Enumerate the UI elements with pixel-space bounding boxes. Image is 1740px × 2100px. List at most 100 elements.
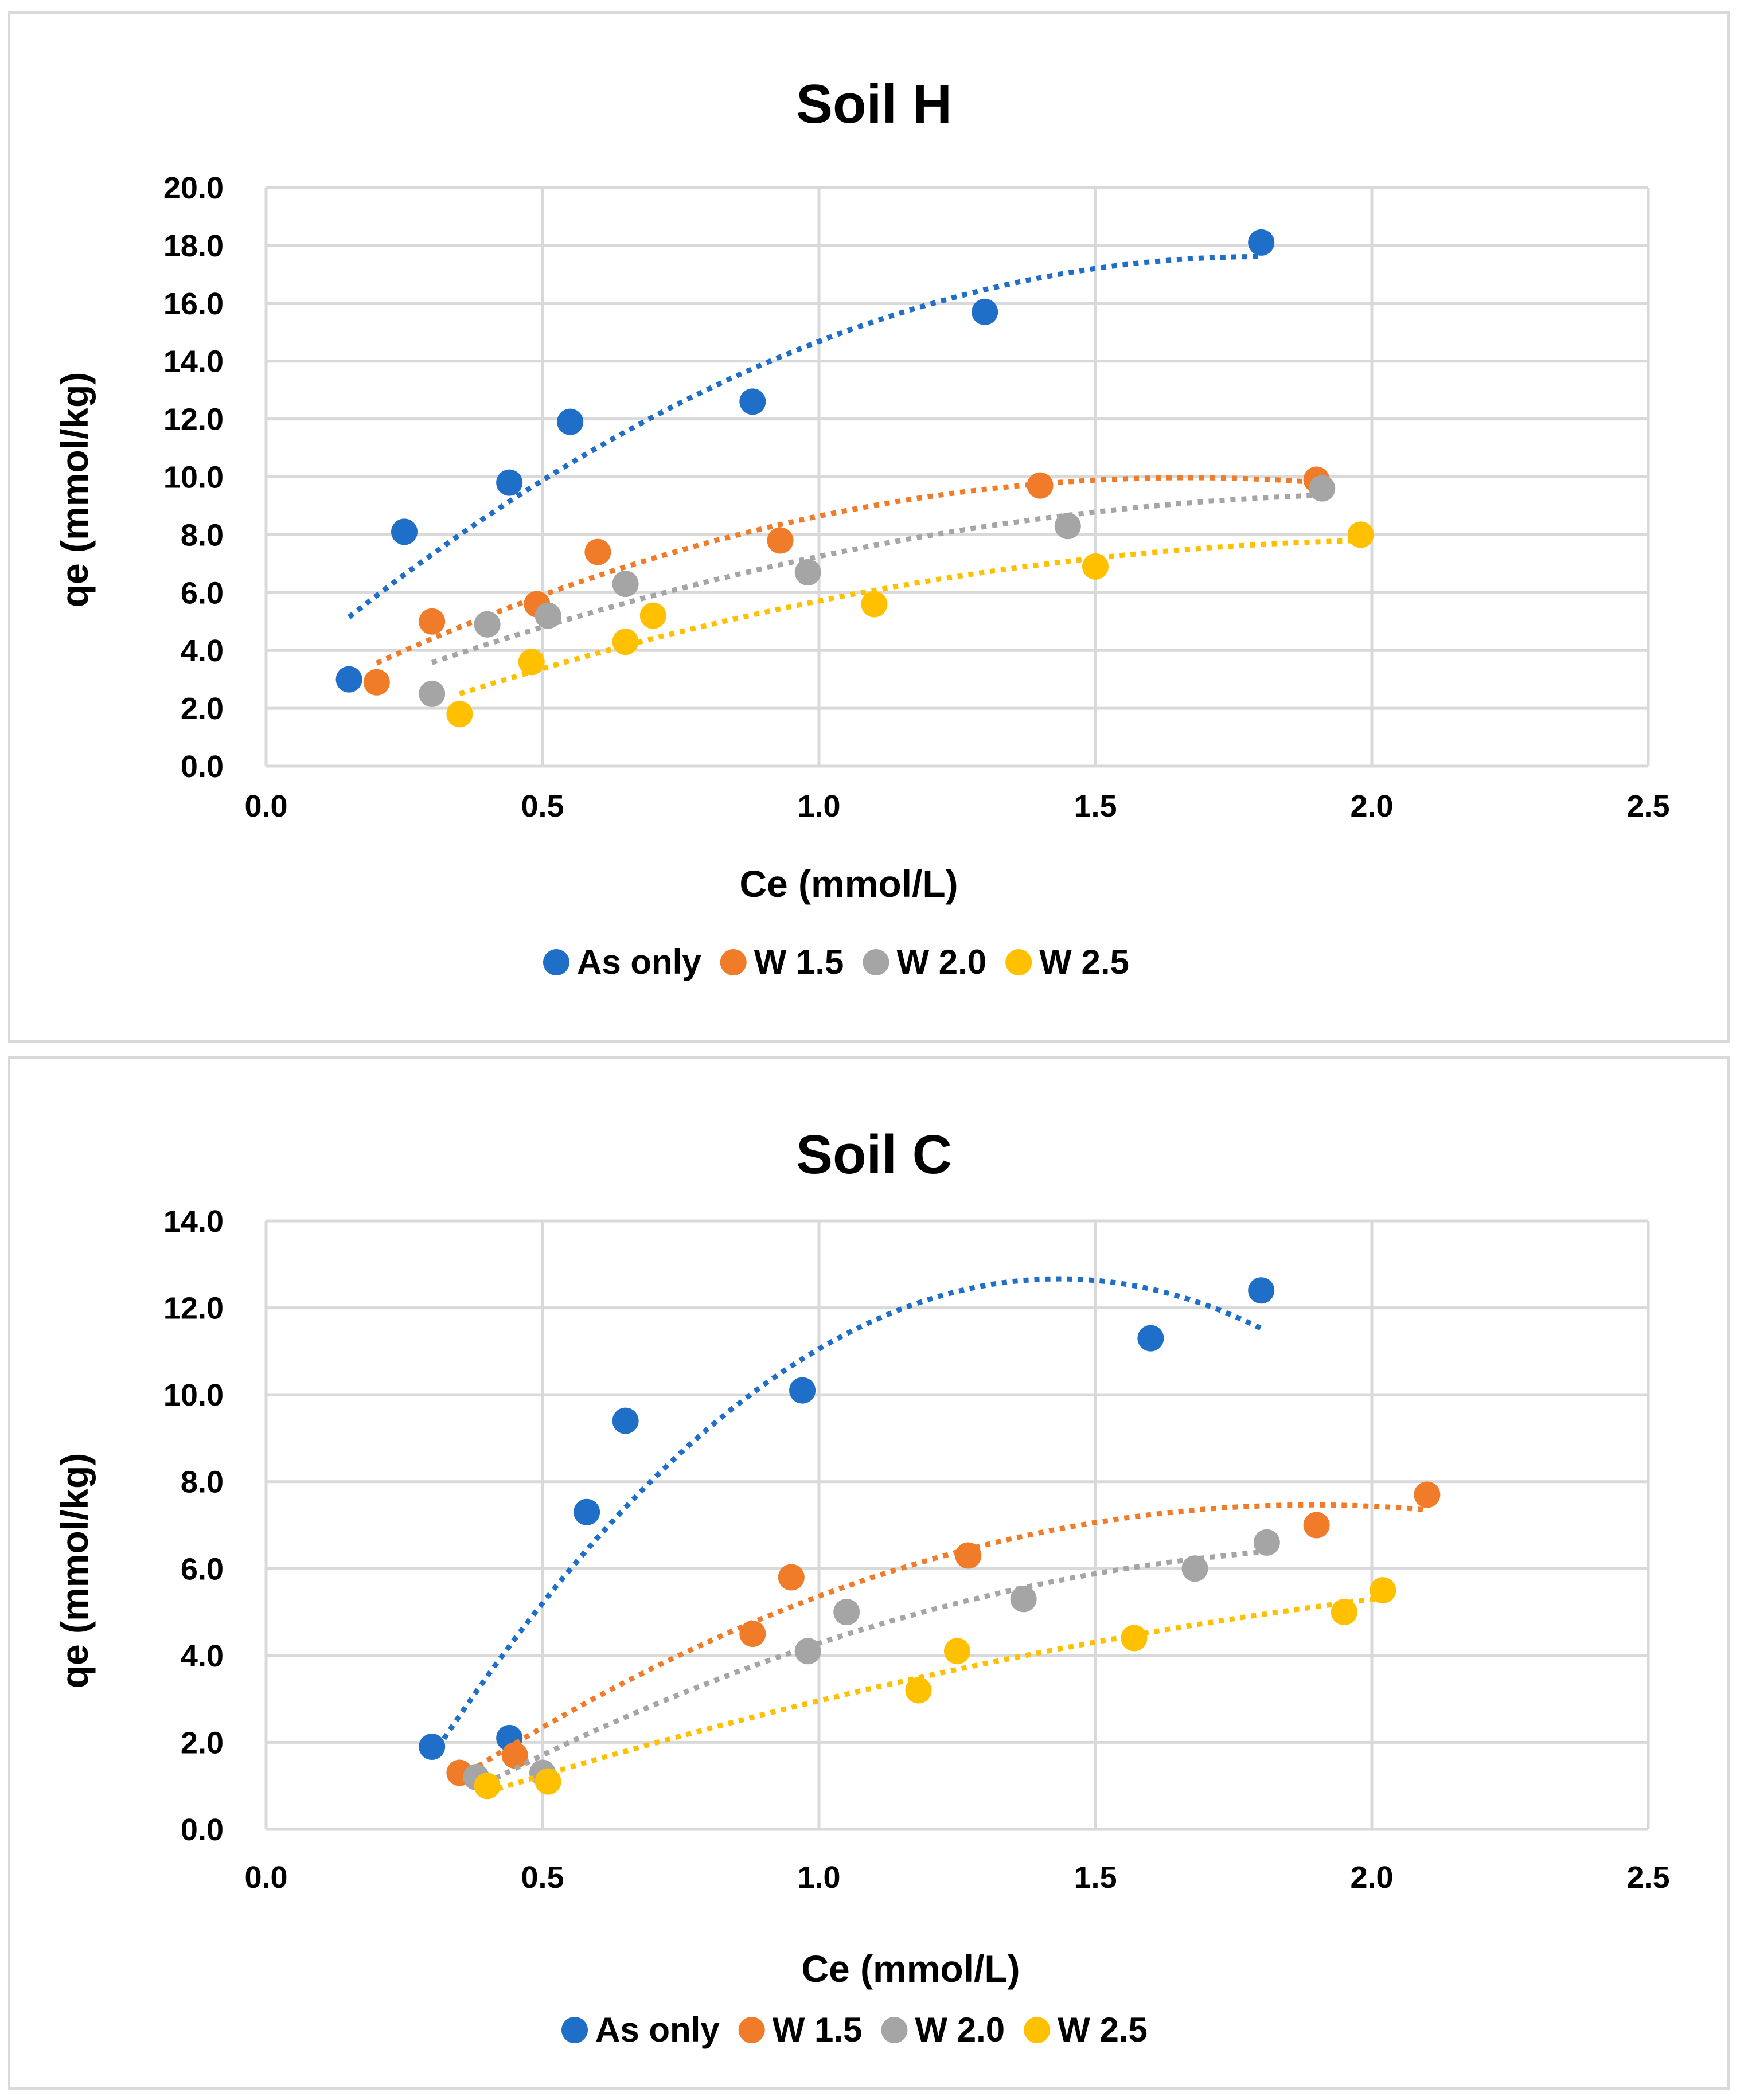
y-tick-label: 14.0 <box>163 1204 224 1239</box>
data-point-w-2-0 <box>833 1599 860 1626</box>
data-point-as-only <box>1248 1277 1275 1304</box>
legend-item-as-only: As only <box>561 2011 720 2049</box>
legend-label: As only <box>577 943 701 981</box>
data-point-as-only <box>557 408 584 435</box>
series-w-2-5 <box>446 521 1374 728</box>
data-point-as-only <box>496 469 523 496</box>
y-tick-label: 0.0 <box>181 750 224 784</box>
tick-labels: 0.0 2.0 4.0 6.0 8.0 10.0 12.0 14.0 16.0 18.0 20.0 0… <box>163 171 1670 823</box>
series-w-2-0 <box>419 475 1336 707</box>
legend-marker <box>543 949 569 975</box>
legend-marker <box>1024 2017 1051 2043</box>
x-tick-label: 0.5 <box>521 789 564 823</box>
legend-item-as-only: As only <box>543 943 701 981</box>
x-tick-label: 2.5 <box>1626 789 1669 823</box>
data-point-w-1-5 <box>419 608 446 635</box>
legend-label: W 1.5 <box>773 2011 863 2049</box>
y-tick-label: 8.0 <box>181 518 224 552</box>
x-tick-label: 1.5 <box>1074 789 1117 823</box>
chart-title: Soil C <box>796 1124 952 1185</box>
legend-label: W 2.5 <box>1039 943 1129 981</box>
data-point-w-2-5 <box>535 1768 561 1795</box>
data-point-w-1-5 <box>1303 1512 1330 1539</box>
data-point-w-1-5 <box>584 538 611 565</box>
data-point-w-2-5 <box>1331 1599 1357 1626</box>
data-point-as-only <box>739 388 766 415</box>
chart-panel-soil-c: Soil C Ce (mmol/L) qe (mmol/kg) 0.0 2.0 4.… <box>8 1056 1730 2090</box>
trendline-as-only <box>347 253 1262 619</box>
x-tick-label: 0.5 <box>521 1860 564 1895</box>
data-point-w-2-5 <box>1082 553 1109 580</box>
y-tick-label: 10.0 <box>163 460 224 495</box>
x-axis-label: Ce (mmol/L) <box>801 1947 1020 1990</box>
x-tick-label: 1.0 <box>797 789 840 823</box>
data-point-w-1-5 <box>767 527 794 554</box>
gridlines <box>264 1219 1650 1831</box>
legend-item-w-2-0: W 2.0 <box>863 943 986 981</box>
y-tick-label: 6.0 <box>181 576 224 610</box>
data-point-w-2-5 <box>446 701 473 728</box>
x-tick-label: 0.0 <box>244 789 287 823</box>
x-tick-label: 2.5 <box>1626 1860 1669 1895</box>
data-point-w-2-5 <box>1347 521 1374 548</box>
gridlines <box>264 186 1650 768</box>
data-point-as-only <box>789 1377 816 1404</box>
legend-label: W 2.5 <box>1058 2011 1148 2049</box>
y-tick-label: 4.0 <box>181 634 224 668</box>
y-tick-label: 10.0 <box>163 1378 224 1412</box>
data-point-w-1-5 <box>1414 1481 1441 1508</box>
trendline-w-2-5 <box>459 538 1361 697</box>
data-point-as-only <box>972 298 998 325</box>
x-tick-label: 1.5 <box>1074 1860 1117 1895</box>
legend-label: W 2.0 <box>915 2011 1005 2049</box>
legend-item-w-2-5: W 2.5 <box>1024 2011 1148 2049</box>
legend: As only W 1.5 W 2.0 W 2.5 <box>561 2011 1148 2049</box>
series-w-2-0 <box>463 1529 1280 1791</box>
legend-label: W 2.0 <box>896 943 986 981</box>
data-point-w-1-5 <box>501 1742 528 1769</box>
data-point-w-1-5 <box>955 1542 982 1569</box>
legend-item-w-2-0: W 2.0 <box>881 2011 1005 2049</box>
y-tick-label: 16.0 <box>163 287 224 321</box>
series-as-only <box>419 1276 1275 1761</box>
data-point-as-only <box>419 1734 446 1761</box>
trendline-as-only <box>430 1276 1263 1759</box>
trendline-w-2-0 <box>431 493 1322 665</box>
chart-soil-h: Soil H Ce (mmol/L) qe (mmol/kg) 0.0 2.0 4.… <box>53 73 1670 981</box>
y-tick-label: 20.0 <box>163 171 224 205</box>
series-as-only <box>335 229 1275 693</box>
trendline-w-2-0 <box>475 1549 1267 1791</box>
data-point-w-2-0 <box>794 1638 821 1665</box>
trendline-w-2-5 <box>486 1595 1383 1795</box>
data-point-w-2-0 <box>1054 513 1081 540</box>
data-point-w-2-0 <box>1181 1555 1208 1582</box>
legend-item-w-2-5: W 2.5 <box>1005 943 1129 981</box>
data-point-w-2-5 <box>518 649 545 676</box>
y-tick-label: 12.0 <box>163 1291 224 1326</box>
series-w-2-5 <box>474 1577 1396 1800</box>
y-tick-label: 2.0 <box>181 692 224 726</box>
data-point-w-2-5 <box>861 591 888 618</box>
data-point-w-2-0 <box>612 571 639 598</box>
legend-marker <box>863 949 889 975</box>
data-point-w-2-0 <box>1010 1586 1037 1613</box>
data-point-w-2-0 <box>535 602 561 629</box>
data-point-as-only <box>1137 1325 1164 1352</box>
data-point-w-1-5 <box>778 1564 805 1591</box>
data-point-w-2-5 <box>474 1773 501 1800</box>
data-point-as-only <box>1248 229 1275 256</box>
tick-labels: 0.0 2.0 4.0 6.0 8.0 10.0 12.0 14.0 0.0 0.5 1.0 1.5 2… <box>163 1204 1670 1895</box>
trendline-w-1-5 <box>458 1502 1427 1780</box>
y-tick-label: 4.0 <box>181 1639 224 1673</box>
x-tick-label: 2.0 <box>1350 1860 1393 1895</box>
y-axis-label: qe (mmol/kg) <box>53 372 96 608</box>
data-point-w-2-0 <box>419 680 446 707</box>
y-tick-label: 0.0 <box>181 1813 224 1847</box>
y-axis-label: qe (mmol/kg) <box>53 1453 96 1689</box>
data-point-as-only <box>335 666 362 693</box>
legend-marker <box>1005 949 1032 975</box>
y-tick-label: 2.0 <box>181 1726 224 1760</box>
data-point-as-only <box>391 518 418 545</box>
x-tick-label: 1.0 <box>797 1860 840 1895</box>
data-point-w-2-0 <box>1309 475 1336 502</box>
